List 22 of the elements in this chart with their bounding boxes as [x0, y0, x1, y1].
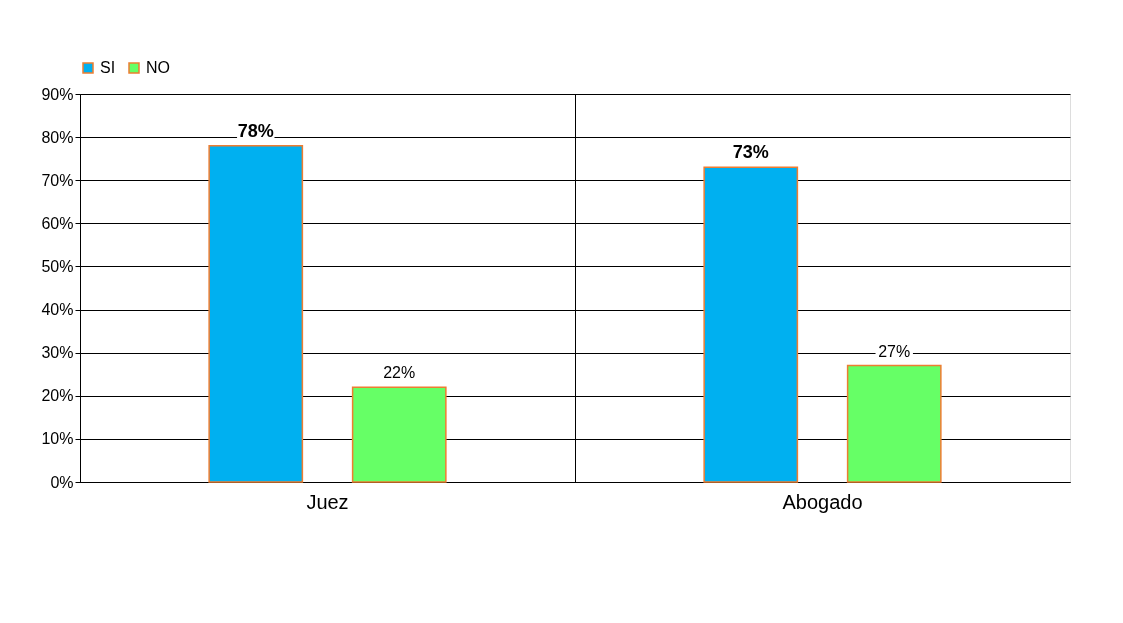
bar — [846, 364, 942, 483]
y-tick-label: 90% — [41, 85, 74, 103]
data-label: 78% — [237, 120, 274, 141]
y-tick-label: 60% — [41, 214, 74, 232]
y-tick-label: 20% — [41, 387, 74, 405]
bar — [208, 144, 304, 483]
data-label: 22% — [383, 364, 416, 382]
x-tick-label: Abogado — [782, 490, 863, 513]
y-tick-label: 50% — [41, 257, 74, 275]
legend-label: SI — [100, 59, 116, 76]
y-tick-label: 10% — [41, 430, 74, 448]
y-tick-label: 0% — [50, 473, 74, 491]
data-label: 27% — [878, 342, 911, 360]
x-tick-label: Juez — [306, 490, 349, 513]
bar — [703, 166, 799, 483]
y-tick-label: 30% — [41, 344, 74, 362]
legend-label: NO — [146, 59, 170, 76]
y-tick-label: 80% — [41, 128, 74, 146]
y-tick-label: 40% — [41, 301, 74, 319]
data-label: 73% — [732, 142, 769, 163]
y-tick-label: 70% — [41, 171, 74, 189]
bar — [351, 386, 447, 483]
